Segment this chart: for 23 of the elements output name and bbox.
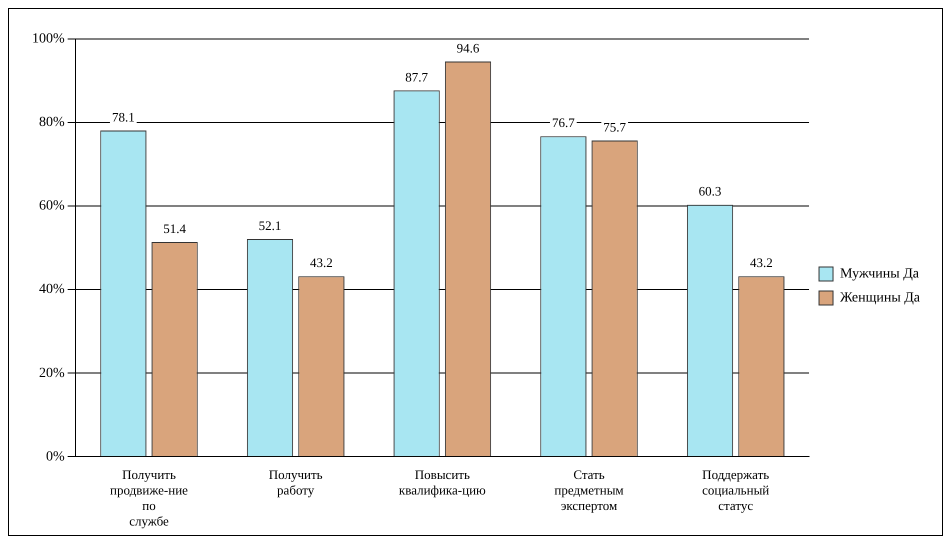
data-label: 87.7: [405, 69, 429, 84]
x-tick-label: Повысить квалифика-цию: [398, 466, 486, 498]
legend-label: Женщины Да: [840, 290, 921, 306]
x-tick-label: Поддержать социальный статус: [702, 466, 770, 514]
data-label: 60.3: [698, 184, 722, 199]
y-tick-label: 100%: [32, 32, 65, 47]
x-tick-label: Стать предметным экспертом: [554, 466, 624, 514]
y-tick-label: 20%: [38, 366, 65, 381]
y-tick-label: 40%: [38, 282, 65, 298]
data-label: 43.2: [750, 255, 773, 270]
legend-label: Мужчины Да: [840, 266, 920, 282]
x-tick-label: Получить работу: [268, 466, 323, 498]
y-tick-label: 0%: [46, 449, 65, 464]
data-label: 76.7: [552, 115, 576, 130]
data-label: 52.1: [258, 218, 282, 233]
y-tick-label: 80%: [38, 115, 65, 130]
y-tick-label: 60%: [38, 198, 65, 214]
data-label: 78.1: [112, 109, 135, 124]
data-label: 75.7: [603, 119, 627, 134]
x-tick-label: Получить продвиже-ние по службе: [110, 466, 188, 529]
data-label: 43.2: [310, 255, 333, 270]
data-label: 94.6: [456, 40, 480, 56]
data-label: 51.4: [163, 220, 187, 236]
